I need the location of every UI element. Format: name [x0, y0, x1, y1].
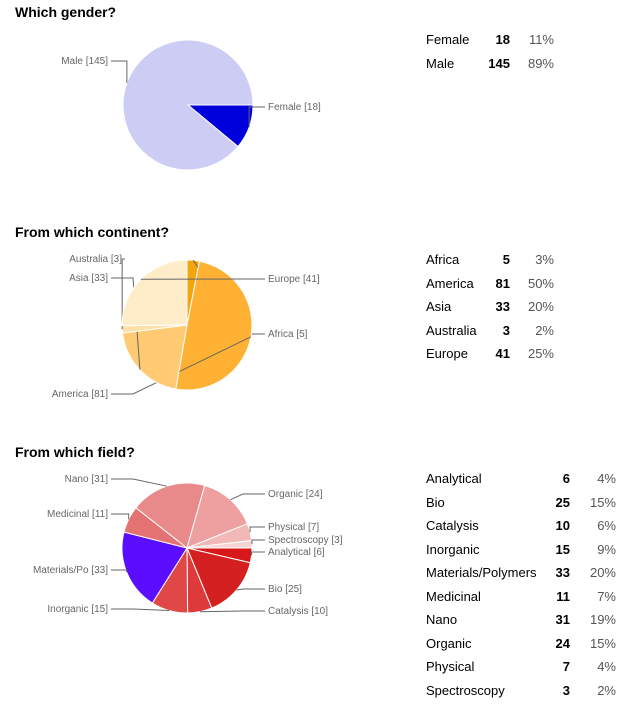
gender-section: Which gender? Female [18] Male [145] Fema…	[0, 0, 626, 210]
pie-slice-nano	[135, 482, 206, 549]
stats-label: Bio	[426, 494, 445, 510]
stats-percent: 6%	[597, 518, 616, 533]
leader-line	[251, 551, 265, 556]
leader-line	[236, 588, 265, 591]
slice-label: Catalysis [10]	[268, 606, 328, 617]
stats-count: 15	[555, 541, 570, 557]
stats-percent: 25%	[527, 346, 554, 361]
stats-label: Nano	[426, 612, 458, 627]
slice-label: Asia [33]	[69, 273, 108, 284]
slice-label: Male [145]	[61, 56, 108, 67]
stats-count: 6	[562, 471, 570, 486]
stats-percent: 50%	[527, 275, 554, 291]
leader-line	[249, 526, 265, 533]
stats-count: 5	[502, 252, 510, 267]
slice-label: Medicinal [11]	[47, 509, 108, 520]
stats-label: America	[426, 275, 474, 291]
stats-label: Medicinal	[426, 588, 481, 604]
pie-slice-organic	[186, 484, 248, 549]
gender-title: Which gender?	[15, 4, 117, 20]
stats-percent: 2%	[535, 322, 554, 338]
pie-slice-europe	[121, 259, 188, 327]
stats-label: Inorganic	[426, 541, 480, 557]
stats-label: Male	[426, 56, 455, 71]
stats-percent: 15%	[589, 494, 616, 510]
leader-line	[199, 610, 265, 613]
stats-percent: 2%	[597, 682, 616, 698]
slice-label: Nano [31]	[65, 474, 109, 485]
leader-line	[111, 569, 128, 573]
stats-count: 145	[488, 56, 510, 71]
slice-label: Analytical [6]	[268, 547, 325, 558]
slice-label: Australia [3]	[69, 254, 122, 265]
stats-label: Spectroscopy	[426, 682, 505, 698]
pie-slice-asia	[121, 324, 188, 390]
leader-line	[248, 106, 265, 128]
stats-count: 25	[555, 494, 570, 510]
slice-label: Materials/Po [33]	[33, 565, 108, 576]
stats-percent: 20%	[527, 299, 554, 314]
stats-percent: 9%	[597, 541, 616, 557]
stats-percent: 7%	[597, 588, 616, 604]
stats-percent: 20%	[589, 565, 616, 580]
stats-label: Europe	[426, 346, 468, 361]
stats-count: 3	[502, 322, 510, 338]
stats-label: Australia	[426, 322, 477, 338]
stats-percent: 11%	[528, 32, 554, 47]
slice-label: Europe [41]	[268, 274, 320, 285]
stats-label: Physical	[426, 659, 475, 674]
field-pie-chart: Analytical [6] Bio [25] Catalysis [10] Inor…	[33, 474, 343, 617]
stats-label: Materials/Polymers	[426, 565, 537, 580]
stats-count: 18	[495, 32, 510, 47]
stats-percent: 15%	[589, 635, 616, 651]
leader-line	[111, 277, 141, 370]
continent-pie-chart: Africa [5] America [81] Asia [33] Australia…	[52, 254, 320, 400]
leader-line	[111, 608, 170, 612]
slice-label: Spectroscopy [3]	[268, 535, 343, 546]
stats-percent: 89%	[527, 56, 554, 71]
field-title: From which field?	[15, 444, 135, 460]
stats-percent: 3%	[535, 252, 554, 267]
slice-label: America [81]	[52, 389, 108, 400]
continent-title: From which continent?	[15, 224, 169, 240]
leader-line	[111, 336, 252, 395]
slice-label: Physical [7]	[268, 522, 319, 533]
stats-count: 33	[555, 565, 570, 580]
stats-label: Africa	[426, 252, 460, 267]
slice-label: Female [18]	[268, 102, 321, 113]
stats-count: 31	[555, 612, 570, 627]
slice-label: Organic [24]	[268, 489, 323, 500]
stats-label: Organic	[426, 635, 472, 651]
leader-line	[121, 258, 125, 330]
stats-label: Catalysis	[426, 518, 479, 533]
stats-count: 7	[562, 659, 570, 674]
stats-count: 11	[556, 588, 570, 604]
stats-count: 41	[495, 346, 510, 361]
slice-label: Africa [5]	[268, 329, 308, 340]
field-section: From which field? Analytical [6] Bio [25]…	[0, 440, 626, 705]
stats-count: 81	[495, 275, 510, 291]
leader-line	[230, 493, 265, 501]
stats-percent: 4%	[597, 471, 616, 486]
stats-label: Asia	[426, 299, 452, 314]
stats-percent: 4%	[597, 659, 616, 674]
stats-percent: 19%	[589, 612, 616, 627]
continent-section: From which continent? Africa [5] America …	[0, 220, 626, 430]
stats-count: 10	[555, 518, 570, 533]
leader-line	[111, 478, 168, 487]
leader-line	[111, 513, 130, 520]
stats-label: Female	[426, 32, 470, 47]
stats-label: Analytical	[426, 471, 482, 486]
gender-pie-chart: Female [18] Male [145]	[61, 39, 321, 171]
leader-line	[251, 539, 265, 545]
slice-label: Inorganic [15]	[47, 604, 108, 615]
slice-label: Bio [25]	[268, 584, 302, 595]
stats-count: 33	[495, 299, 510, 314]
leader-line	[111, 60, 128, 83]
stats-count: 3	[562, 682, 570, 698]
stats-count: 24	[555, 635, 570, 651]
pie-slice-bio	[186, 547, 251, 609]
pie-slice-male	[122, 39, 254, 171]
